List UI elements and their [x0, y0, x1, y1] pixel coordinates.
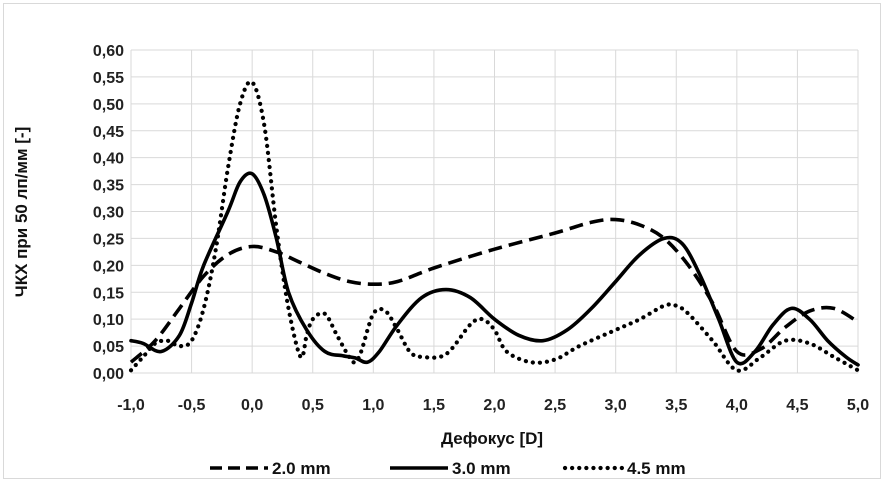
x-tick-label: -1,0: [117, 397, 145, 414]
y-tick-label: 0,40: [93, 151, 124, 168]
x-tick-label: 3,5: [665, 397, 687, 414]
x-tick-label: 3,0: [605, 397, 627, 414]
y-tick-label: 0,05: [93, 339, 124, 356]
legend-label: 2.0 mm: [272, 459, 331, 478]
y-tick-label: 0,45: [93, 124, 124, 141]
legend-label: 4.5 mm: [627, 459, 686, 478]
series-lines: [128, 79, 861, 373]
chart-frame: [3, 3, 881, 479]
x-tick-label: 2,0: [483, 397, 505, 414]
x-tick-label: 0,0: [241, 397, 263, 414]
y-tick-label: 0,60: [93, 43, 124, 60]
x-tick-label: 2,5: [544, 397, 566, 414]
x-tick-label: 4,5: [786, 397, 808, 414]
x-tick-label: 1,5: [423, 397, 445, 414]
legend: 2.0 mm 3.0 mm 4.5 mm: [210, 459, 686, 478]
x-tick-label: 4,0: [726, 397, 748, 414]
y-tick-label: 0,00: [93, 366, 124, 383]
y-tick-label: 0,50: [93, 97, 124, 114]
legend-label: 3.0 mm: [452, 459, 511, 478]
y-tick-label: 0,30: [93, 205, 124, 222]
x-tick-label: -0,5: [178, 397, 206, 414]
y-tick-label: 0,25: [93, 231, 124, 248]
x-tick-label: 1,0: [362, 397, 384, 414]
y-tick-label: 0,35: [93, 178, 124, 195]
gridlines: [130, 49, 859, 374]
x-axis-title: Дефокус [D]: [441, 429, 543, 448]
series-line-3: [128, 79, 861, 373]
y-axis-title: ЧКХ при 50 лп/мм [-]: [12, 127, 31, 298]
x-tick-label: 5,0: [847, 397, 869, 414]
x-tick-label: 0,5: [302, 397, 324, 414]
y-tick-labels: 0,00 0,05 0,10 0,15 0,20 0,25 0,30 0,35 0,40 0,45…: [93, 43, 124, 383]
y-tick-label: 0,15: [93, 285, 124, 302]
series-line-2: [129, 171, 860, 367]
y-tick-label: 0,10: [93, 312, 124, 329]
y-tick-label: 0,55: [93, 70, 124, 87]
y-tick-label: 0,20: [93, 258, 124, 275]
x-tick-labels: -1,0 -0,5 0,0 0,5 1,0 1,5 2,0 2,5 3,0 3,5 4,0 4,5 5,…: [117, 397, 869, 414]
